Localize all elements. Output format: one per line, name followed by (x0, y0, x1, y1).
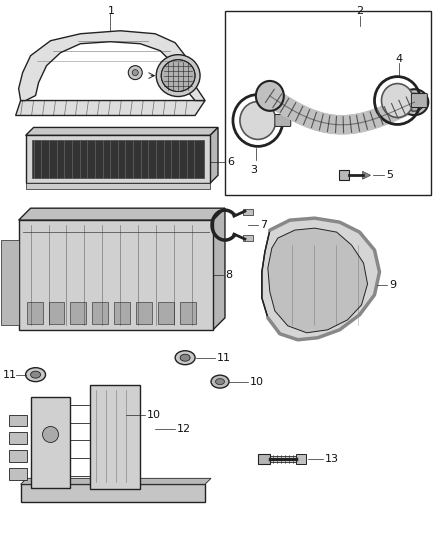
Polygon shape (25, 127, 218, 135)
Ellipse shape (211, 375, 229, 388)
Text: 1: 1 (107, 6, 114, 16)
Circle shape (132, 70, 138, 76)
Bar (92, 302, 108, 324)
Polygon shape (262, 218, 379, 340)
Polygon shape (210, 127, 218, 183)
Bar (225, 11, 431, 195)
Text: 4: 4 (396, 54, 403, 63)
Text: 9: 9 (389, 280, 396, 290)
Text: 5: 5 (386, 170, 393, 180)
Bar (9, 469, 27, 480)
Text: 11: 11 (217, 353, 231, 363)
Bar (21, 484, 205, 502)
Bar (243, 209, 253, 215)
Ellipse shape (161, 60, 195, 92)
Bar (136, 302, 152, 324)
Bar (31, 397, 71, 488)
Bar (9, 432, 27, 445)
Polygon shape (19, 208, 225, 220)
Circle shape (42, 426, 59, 442)
Bar (339, 171, 349, 180)
Ellipse shape (404, 93, 424, 111)
Polygon shape (1, 240, 19, 325)
Bar (9, 450, 27, 462)
Text: 3: 3 (250, 165, 257, 175)
Ellipse shape (31, 371, 41, 378)
Ellipse shape (381, 84, 413, 117)
Bar (180, 302, 196, 324)
Bar (32, 140, 204, 178)
Polygon shape (21, 478, 211, 484)
Bar (243, 235, 253, 241)
Text: 10: 10 (250, 377, 264, 386)
Text: 8: 8 (225, 270, 232, 280)
Ellipse shape (180, 354, 190, 361)
FancyBboxPatch shape (411, 94, 427, 108)
Ellipse shape (25, 368, 46, 382)
FancyBboxPatch shape (275, 115, 291, 126)
Bar (19, 220, 213, 330)
Ellipse shape (256, 81, 284, 111)
Bar (258, 455, 270, 464)
Text: 7: 7 (260, 220, 267, 230)
Bar (25, 183, 210, 189)
Bar (114, 302, 130, 324)
Bar (49, 302, 64, 324)
Text: 2: 2 (357, 6, 364, 16)
Ellipse shape (110, 409, 126, 421)
Text: 13: 13 (325, 455, 339, 464)
Text: 10: 10 (147, 409, 161, 419)
Ellipse shape (156, 55, 200, 96)
Text: 11: 11 (3, 370, 17, 379)
Ellipse shape (240, 101, 276, 140)
Ellipse shape (175, 351, 195, 365)
Bar (25, 135, 210, 183)
Bar (90, 385, 140, 489)
Bar (71, 302, 86, 324)
Ellipse shape (400, 89, 428, 115)
Ellipse shape (114, 411, 122, 417)
Text: 12: 12 (177, 424, 191, 434)
Polygon shape (363, 171, 371, 179)
Bar (158, 302, 174, 324)
Polygon shape (16, 101, 205, 116)
Polygon shape (19, 31, 205, 101)
Bar (296, 455, 306, 464)
Circle shape (128, 66, 142, 79)
Ellipse shape (215, 378, 225, 385)
Polygon shape (268, 228, 367, 333)
Bar (9, 415, 27, 426)
Polygon shape (213, 208, 225, 330)
Text: 6: 6 (227, 157, 234, 167)
Bar (27, 302, 42, 324)
